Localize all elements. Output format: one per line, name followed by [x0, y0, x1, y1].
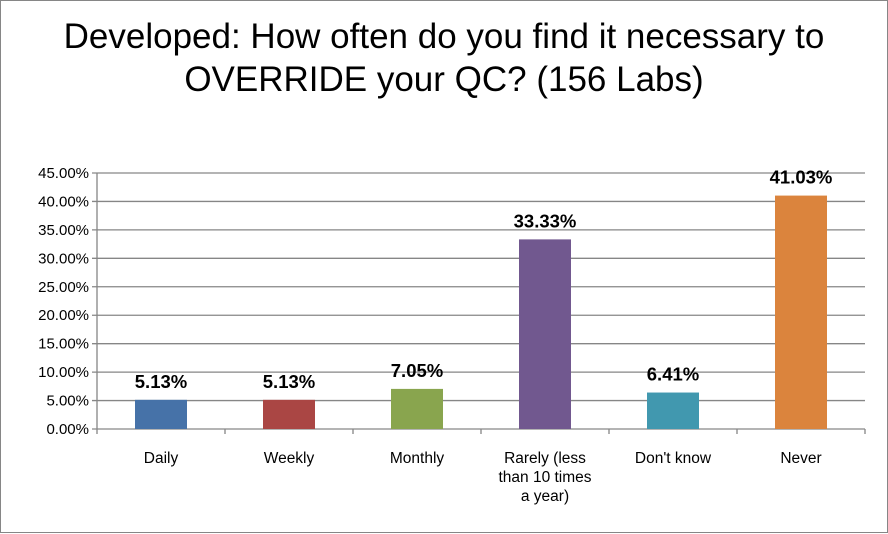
chart-title: Developed: How often do you find it nece…	[63, 17, 825, 99]
x-tick-label: Monthly	[390, 450, 445, 467]
x-tick-label-line: Daily	[144, 450, 179, 467]
data-label: 6.41%	[647, 364, 699, 385]
y-tick-label: 30.00%	[38, 250, 89, 267]
y-tick-label: 40.00%	[38, 193, 89, 210]
y-tick-label: 15.00%	[38, 336, 89, 353]
x-tick-label-line: Don't know	[635, 450, 712, 467]
data-label: 5.13%	[135, 371, 187, 392]
x-tick-label-line: Never	[780, 450, 821, 467]
data-label: 5.13%	[263, 371, 315, 392]
x-tick-label: Don't know	[635, 450, 712, 467]
data-label: 41.03%	[770, 167, 833, 188]
x-tick-label: Weekly	[264, 450, 315, 467]
data-label: 33.33%	[514, 210, 577, 231]
y-tick-label: 0.00%	[46, 421, 89, 438]
bar-0	[135, 399, 187, 429]
bar-2	[391, 388, 443, 429]
bar-1	[263, 399, 315, 429]
x-tick-label-line: Monthly	[390, 450, 445, 467]
y-tick-label: 20.00%	[38, 307, 89, 324]
x-tick-label: Rarely (less than 10 times a year)	[498, 450, 591, 505]
y-tick-label: 5.00%	[46, 393, 89, 410]
x-tick-label-line: a year)	[521, 488, 569, 505]
x-tick-label: Never	[780, 450, 821, 467]
y-tick-label: 45.00%	[38, 165, 89, 182]
bar-3	[519, 239, 571, 429]
x-tick-label-line: than 10 times	[498, 469, 591, 486]
bar-4	[647, 392, 699, 429]
bar-5	[775, 195, 827, 429]
y-tick-label: 35.00%	[38, 222, 89, 239]
y-tick-label: 10.00%	[38, 364, 89, 381]
x-tick-label: Daily	[144, 450, 179, 467]
x-tick-label-line: Weekly	[264, 450, 315, 467]
data-label: 7.05%	[391, 360, 443, 381]
y-tick-label: 25.00%	[38, 279, 89, 296]
x-tick-label-line: Rarely (less	[504, 450, 586, 467]
